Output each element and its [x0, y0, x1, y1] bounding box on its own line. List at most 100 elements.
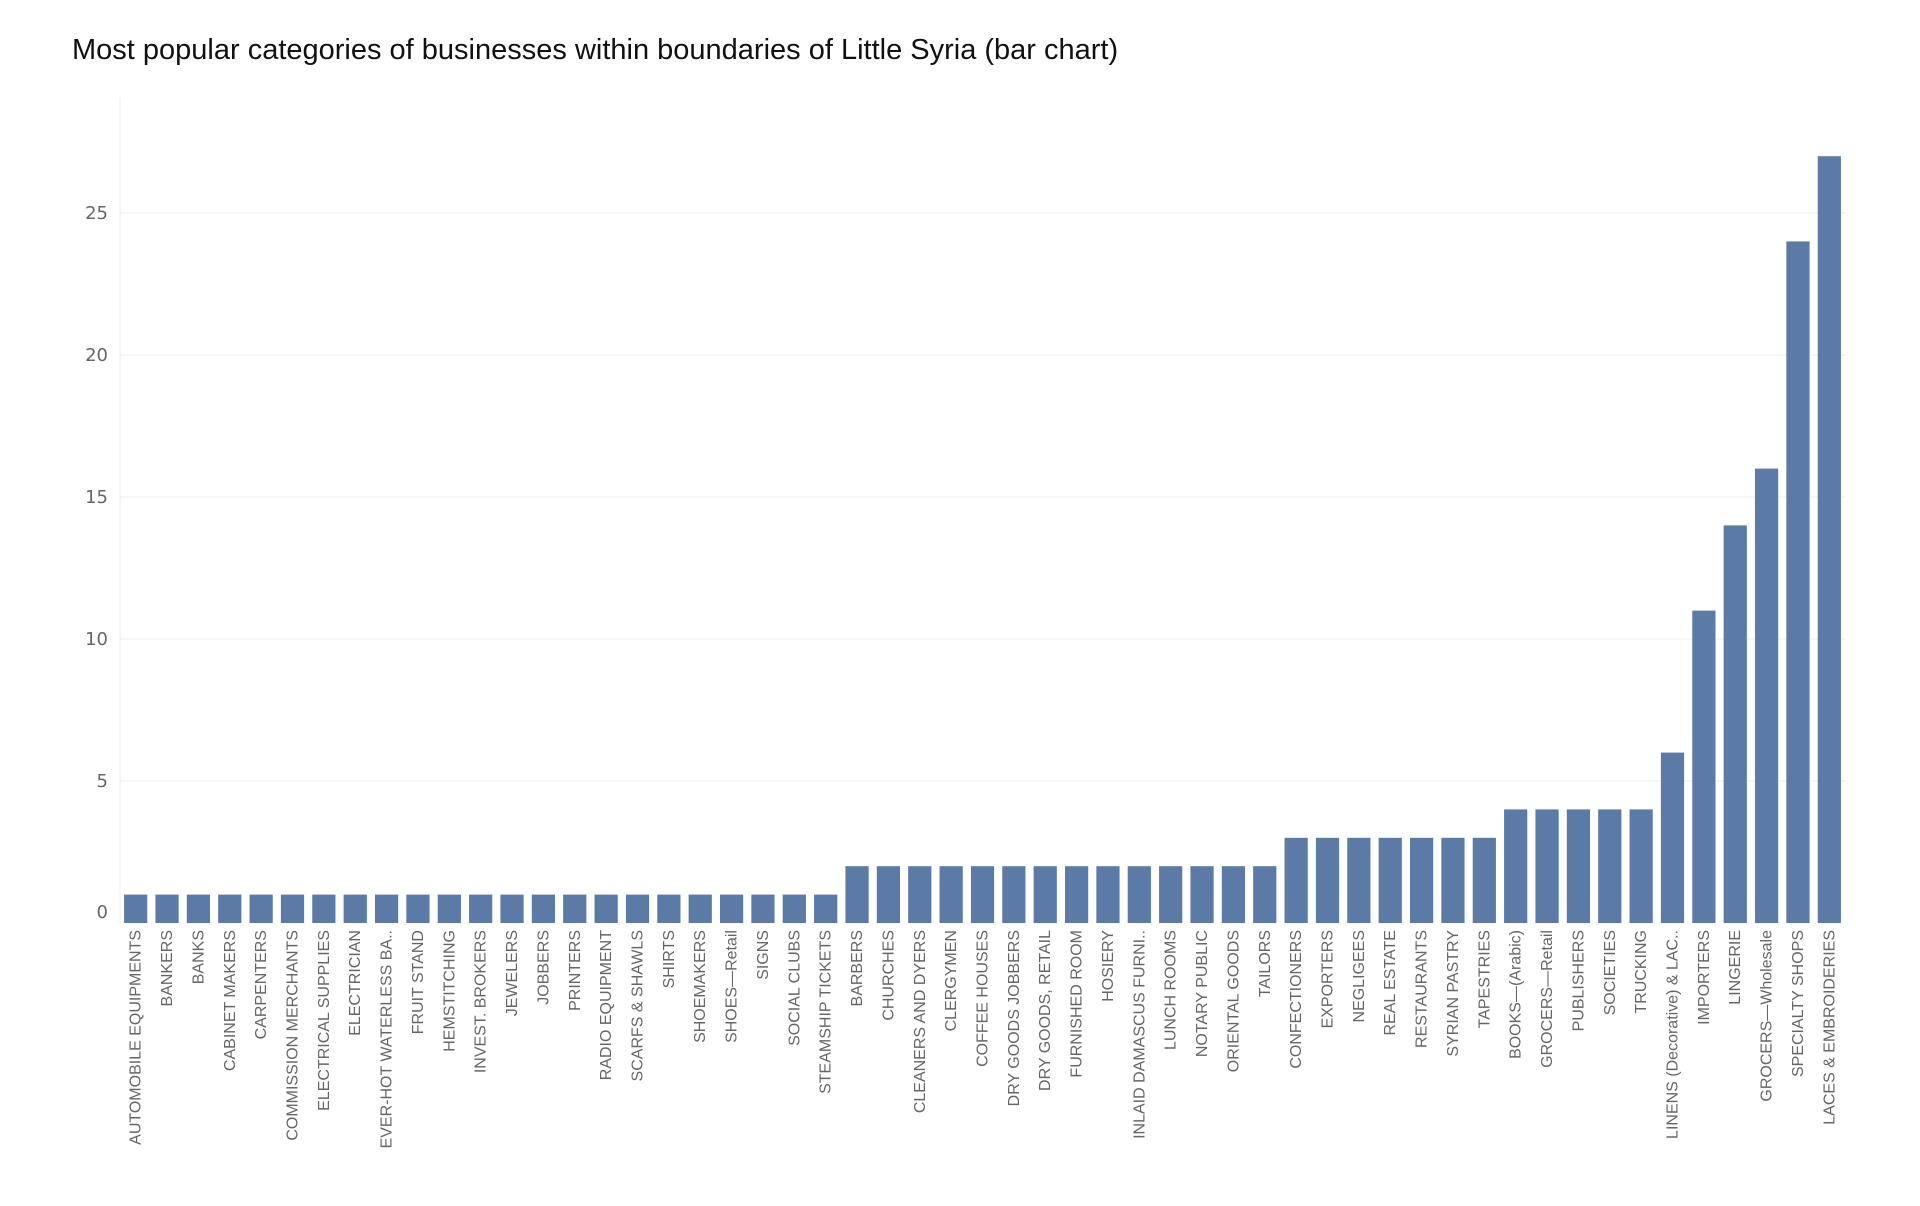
x-tick-label: CONFECTIONERS	[1288, 930, 1305, 1069]
bar[interactable]	[218, 894, 242, 923]
bar[interactable]	[970, 866, 995, 923]
bar[interactable]	[406, 894, 430, 923]
bar[interactable]	[1535, 809, 1559, 923]
y-tick-label: 15	[85, 487, 108, 508]
x-tick-label: CARPENTERS	[253, 930, 270, 1039]
bar[interactable]	[1315, 837, 1340, 923]
x-tick-label: PRINTERS	[567, 930, 584, 1011]
bar[interactable]	[876, 866, 901, 923]
bar[interactable]	[594, 894, 618, 923]
x-tick-label: STEAMSHIP TICKETS	[818, 930, 835, 1094]
x-tick-label: LUNCH ROOMS	[1163, 930, 1180, 1050]
x-tick-label: RESTAURANTS	[1414, 930, 1431, 1048]
x-tick-label: AUTOMOBILE EQUIPMENTS	[128, 930, 145, 1145]
x-tick-label: GROCERS—Wholesale	[1759, 930, 1776, 1102]
chart-title: Most popular categories of businesses wi…	[72, 34, 1119, 66]
x-tick-label: LACES & EMBROIDERIES	[1821, 930, 1838, 1125]
bar[interactable]	[437, 894, 461, 923]
bar[interactable]	[1472, 837, 1496, 923]
x-tick-label: ELECTRICIAN	[347, 930, 364, 1036]
bar[interactable]	[1504, 809, 1528, 923]
x-tick-label: EXPORTERS	[1320, 930, 1337, 1028]
bar[interactable]	[1033, 866, 1057, 923]
bar[interactable]	[186, 894, 211, 923]
x-tick-label: INLAID DAMASCUS FURNI..	[1131, 930, 1148, 1139]
bar[interactable]	[124, 894, 148, 923]
bar[interactable]	[1002, 866, 1026, 923]
bar[interactable]	[312, 894, 336, 923]
bar[interactable]	[1409, 837, 1434, 923]
x-tick-label: TAILORS	[1257, 930, 1274, 997]
bar[interactable]	[563, 894, 587, 923]
x-tick-label: FRUIT STAND	[410, 930, 427, 1034]
bar[interactable]	[688, 894, 712, 923]
bar[interactable]	[1378, 837, 1402, 923]
x-tick-label: REAL ESTATE	[1382, 930, 1399, 1036]
bar[interactable]	[1253, 866, 1277, 923]
x-tick-label: CHURCHES	[880, 930, 897, 1021]
bar[interactable]	[1064, 866, 1089, 923]
bar[interactable]	[1786, 241, 1810, 923]
x-tick-label: CLEANERS AND DYERS	[912, 930, 929, 1113]
x-tick-label: SHIRTS	[661, 930, 678, 988]
bar[interactable]	[1723, 525, 1747, 923]
bar[interactable]	[845, 866, 869, 923]
bar[interactable]	[1660, 752, 1685, 923]
bar[interactable]	[343, 894, 367, 923]
bar[interactable]	[1127, 866, 1151, 923]
x-tick-label: SYRIAN PASTRY	[1445, 930, 1462, 1057]
x-tick-label: SOCIETIES	[1602, 930, 1619, 1015]
bar[interactable]	[249, 894, 273, 923]
y-tick-label: 20	[85, 345, 108, 366]
y-tick-label: 25	[85, 203, 108, 224]
y-tick-label: 5	[97, 771, 108, 792]
x-tick-label: SIGNS	[755, 930, 772, 980]
x-tick-label: PUBLISHERS	[1570, 930, 1587, 1031]
bar[interactable]	[1190, 866, 1214, 923]
bar[interactable]	[1598, 809, 1622, 923]
bar[interactable]	[939, 866, 963, 923]
bars	[124, 156, 1841, 923]
bar[interactable]	[1566, 809, 1591, 923]
x-tick-label: SPECIALTY SHOPS	[1790, 930, 1807, 1077]
bar[interactable]	[374, 894, 399, 923]
bar[interactable]	[1754, 468, 1779, 923]
bar[interactable]	[908, 866, 932, 923]
bar[interactable]	[782, 894, 806, 923]
x-tick-label: JOBBERS	[535, 930, 552, 1005]
y-tick-label: 10	[85, 629, 108, 650]
bar[interactable]	[1159, 866, 1183, 923]
x-tick-label: SCARFS & SHAWLS	[630, 930, 647, 1081]
y-axis: 0 5 10 15 20 25	[85, 203, 108, 923]
x-tick-label: HEMSTITCHING	[441, 930, 458, 1052]
x-tick-label: BANKS	[190, 930, 207, 984]
bar[interactable]	[1692, 610, 1716, 923]
bar[interactable]	[500, 894, 524, 923]
bar[interactable]	[1817, 156, 1841, 923]
x-tick-label: INVEST. BROKERS	[473, 930, 490, 1073]
x-tick-label: IMPORTERS	[1696, 930, 1713, 1025]
bar[interactable]	[751, 894, 775, 923]
bar[interactable]	[155, 894, 179, 923]
bar[interactable]	[1096, 866, 1120, 923]
bar[interactable]	[657, 894, 681, 923]
bar[interactable]	[719, 894, 744, 923]
bar[interactable]	[625, 894, 650, 923]
bar[interactable]	[531, 894, 556, 923]
gridlines	[119, 98, 1845, 923]
x-tick-label: CABINET MAKERS	[222, 930, 239, 1071]
x-tick-label: EVER-HOT WATERLESS BA..	[379, 930, 396, 1148]
bar[interactable]	[469, 894, 493, 923]
x-tick-label: BOOKS—(Arabic)	[1508, 930, 1525, 1059]
bar[interactable]	[280, 894, 305, 923]
x-tick-label: COFFEE HOUSES	[975, 930, 992, 1067]
bar[interactable]	[1284, 837, 1308, 923]
bar[interactable]	[1629, 809, 1653, 923]
bar[interactable]	[1221, 866, 1246, 923]
x-tick-label: GROCERS—Retail	[1539, 930, 1556, 1068]
bar[interactable]	[814, 894, 838, 923]
x-tick-label: NEGLIGEES	[1351, 930, 1368, 1022]
bar[interactable]	[1441, 837, 1465, 923]
bar[interactable]	[1347, 837, 1371, 923]
